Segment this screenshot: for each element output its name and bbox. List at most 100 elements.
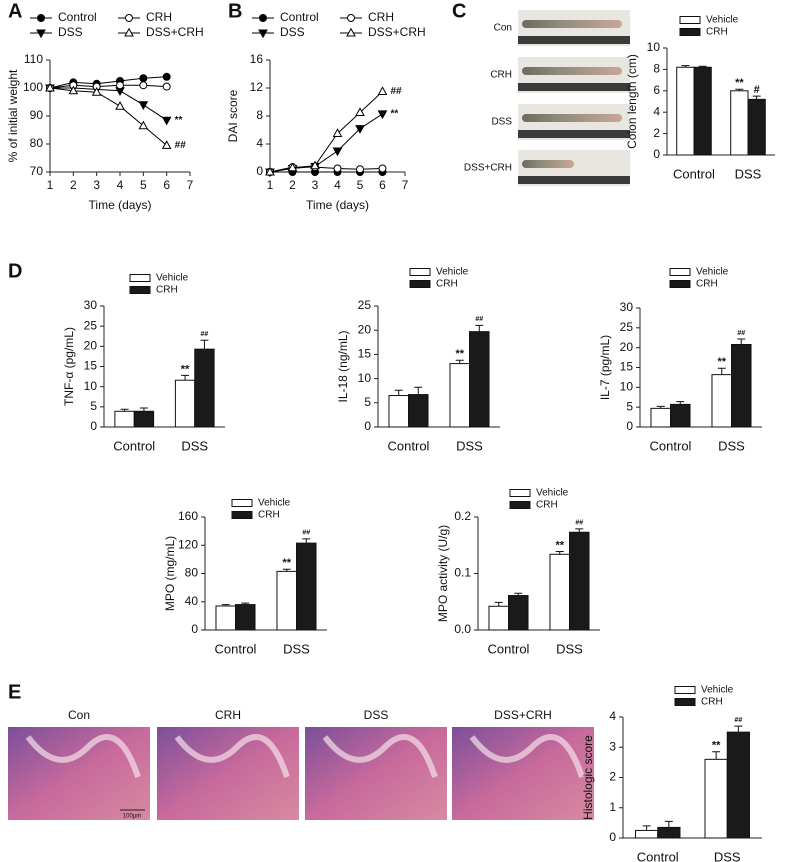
- error-bar: [181, 374, 190, 381]
- legend-label: DSS+CRH: [146, 25, 204, 39]
- series-line: [49, 87, 167, 146]
- y-tick-label: 40: [185, 594, 199, 608]
- marker: [333, 164, 342, 173]
- bar: [670, 403, 691, 428]
- y-axis-title: IL-18 (ng/mL): [336, 330, 350, 402]
- x-tick-label: Control: [488, 641, 530, 656]
- legend-label: CRH: [258, 510, 280, 521]
- legend-label: Vehicle: [696, 267, 729, 278]
- y-tick-label: 15: [84, 359, 98, 373]
- marker: [259, 14, 267, 22]
- legend-label: Vehicle: [701, 685, 734, 696]
- bar: [569, 531, 590, 631]
- legend-label: Vehicle: [536, 488, 569, 499]
- marker: [332, 128, 343, 137]
- x-tick-label: DSS: [283, 641, 310, 656]
- y-tick-label: 3: [609, 739, 616, 753]
- y-tick-label: 0: [90, 419, 97, 433]
- legend-swatch: [509, 489, 531, 497]
- bar: [276, 570, 298, 631]
- significance-label: ##: [201, 331, 209, 338]
- ruler: [518, 176, 630, 184]
- y-tick-label: 30: [620, 300, 634, 314]
- error-bar: [575, 528, 584, 533]
- panel-label: D: [8, 260, 22, 282]
- panel-label: E: [8, 681, 21, 703]
- x-tick-label: Control: [113, 438, 155, 453]
- y-tick-label: 10: [620, 380, 634, 394]
- y-tick-label: 15: [620, 360, 634, 374]
- tissue-detail: [322, 734, 438, 778]
- error-bar: [737, 338, 746, 345]
- chart-panel: E Con CRH DSS DSS+CRH 100μm 0 1 2 3 4 Histologic sc…: [8, 681, 762, 862]
- y-tick-label: 160: [178, 509, 198, 523]
- error-bar: [717, 367, 726, 375]
- bar: [174, 379, 196, 428]
- error-bar: [139, 407, 148, 412]
- bar: [693, 66, 712, 156]
- bar: [114, 410, 135, 428]
- chart-panel: A 70 80 90 100 110 % of initial weight 1 2 3 4 5 6 7 T…: [6, 0, 204, 212]
- marker: [378, 164, 387, 173]
- colon-image: [522, 67, 622, 75]
- y-tick-label: 20: [84, 339, 98, 353]
- legend-label: Vehicle: [258, 498, 291, 509]
- x-tick-label: Control: [637, 849, 679, 862]
- colon-image: [522, 114, 622, 122]
- marker: [124, 27, 134, 37]
- marker: [161, 140, 172, 149]
- legend-label: CRH: [368, 10, 394, 24]
- x-tick-label: 3: [312, 178, 319, 192]
- x-tick-label: Control: [215, 641, 257, 656]
- x-tick-label: 1: [47, 178, 54, 192]
- error-bar: [712, 751, 721, 760]
- y-tick-label: 4: [609, 709, 616, 723]
- bar: [704, 758, 728, 839]
- y-tick-label: 80: [185, 566, 199, 580]
- y-tick-label: 15: [358, 347, 372, 361]
- y-tick-label: 0: [626, 419, 633, 433]
- y-tick-label: 25: [620, 320, 634, 334]
- marker: [332, 147, 343, 157]
- bar: [731, 343, 752, 428]
- x-tick-label: 5: [357, 178, 364, 192]
- y-tick-label: 10: [647, 40, 661, 54]
- bar: [549, 553, 570, 631]
- y-tick-label: 10: [358, 371, 372, 385]
- bar: [747, 98, 766, 156]
- marker: [138, 120, 149, 130]
- bar: [215, 605, 236, 631]
- y-axis-title: MPO activity (U/g): [436, 525, 450, 622]
- legend-swatch: [679, 28, 701, 36]
- marker: [115, 100, 125, 110]
- x-tick-label: 6: [379, 178, 386, 192]
- marker: [116, 81, 124, 90]
- bar: [296, 542, 317, 631]
- y-tick-label: 25: [84, 318, 98, 332]
- y-tick-label: 0: [256, 164, 263, 178]
- marker: [377, 110, 388, 120]
- marker: [68, 85, 79, 95]
- significance-label: **: [175, 115, 183, 126]
- x-tick-label: 2: [289, 178, 296, 192]
- x-tick-label: DSS: [181, 438, 208, 453]
- significance-label: ##: [175, 140, 187, 151]
- legend-label: DSS+CRH: [368, 25, 426, 39]
- error-bar: [494, 601, 503, 607]
- legend-label: Vehicle: [156, 273, 189, 284]
- significance-label: **: [555, 539, 564, 551]
- legend-swatch: [669, 280, 691, 288]
- significance-label: ##: [391, 86, 403, 97]
- legend-swatch: [129, 286, 151, 294]
- significance-label: ##: [734, 717, 742, 724]
- bar: [235, 604, 256, 631]
- legend-swatch: [409, 268, 431, 276]
- marker: [125, 14, 133, 22]
- x-tick-label: 2: [70, 178, 77, 192]
- chart-panel: 0.0 0.1 0.2 MPO activity (U/g) Control DSS ** V…: [436, 488, 600, 656]
- ruler: [518, 36, 630, 44]
- legend-swatch: [231, 511, 253, 519]
- y-tick-label: 110: [24, 52, 43, 66]
- error-bar: [394, 389, 403, 396]
